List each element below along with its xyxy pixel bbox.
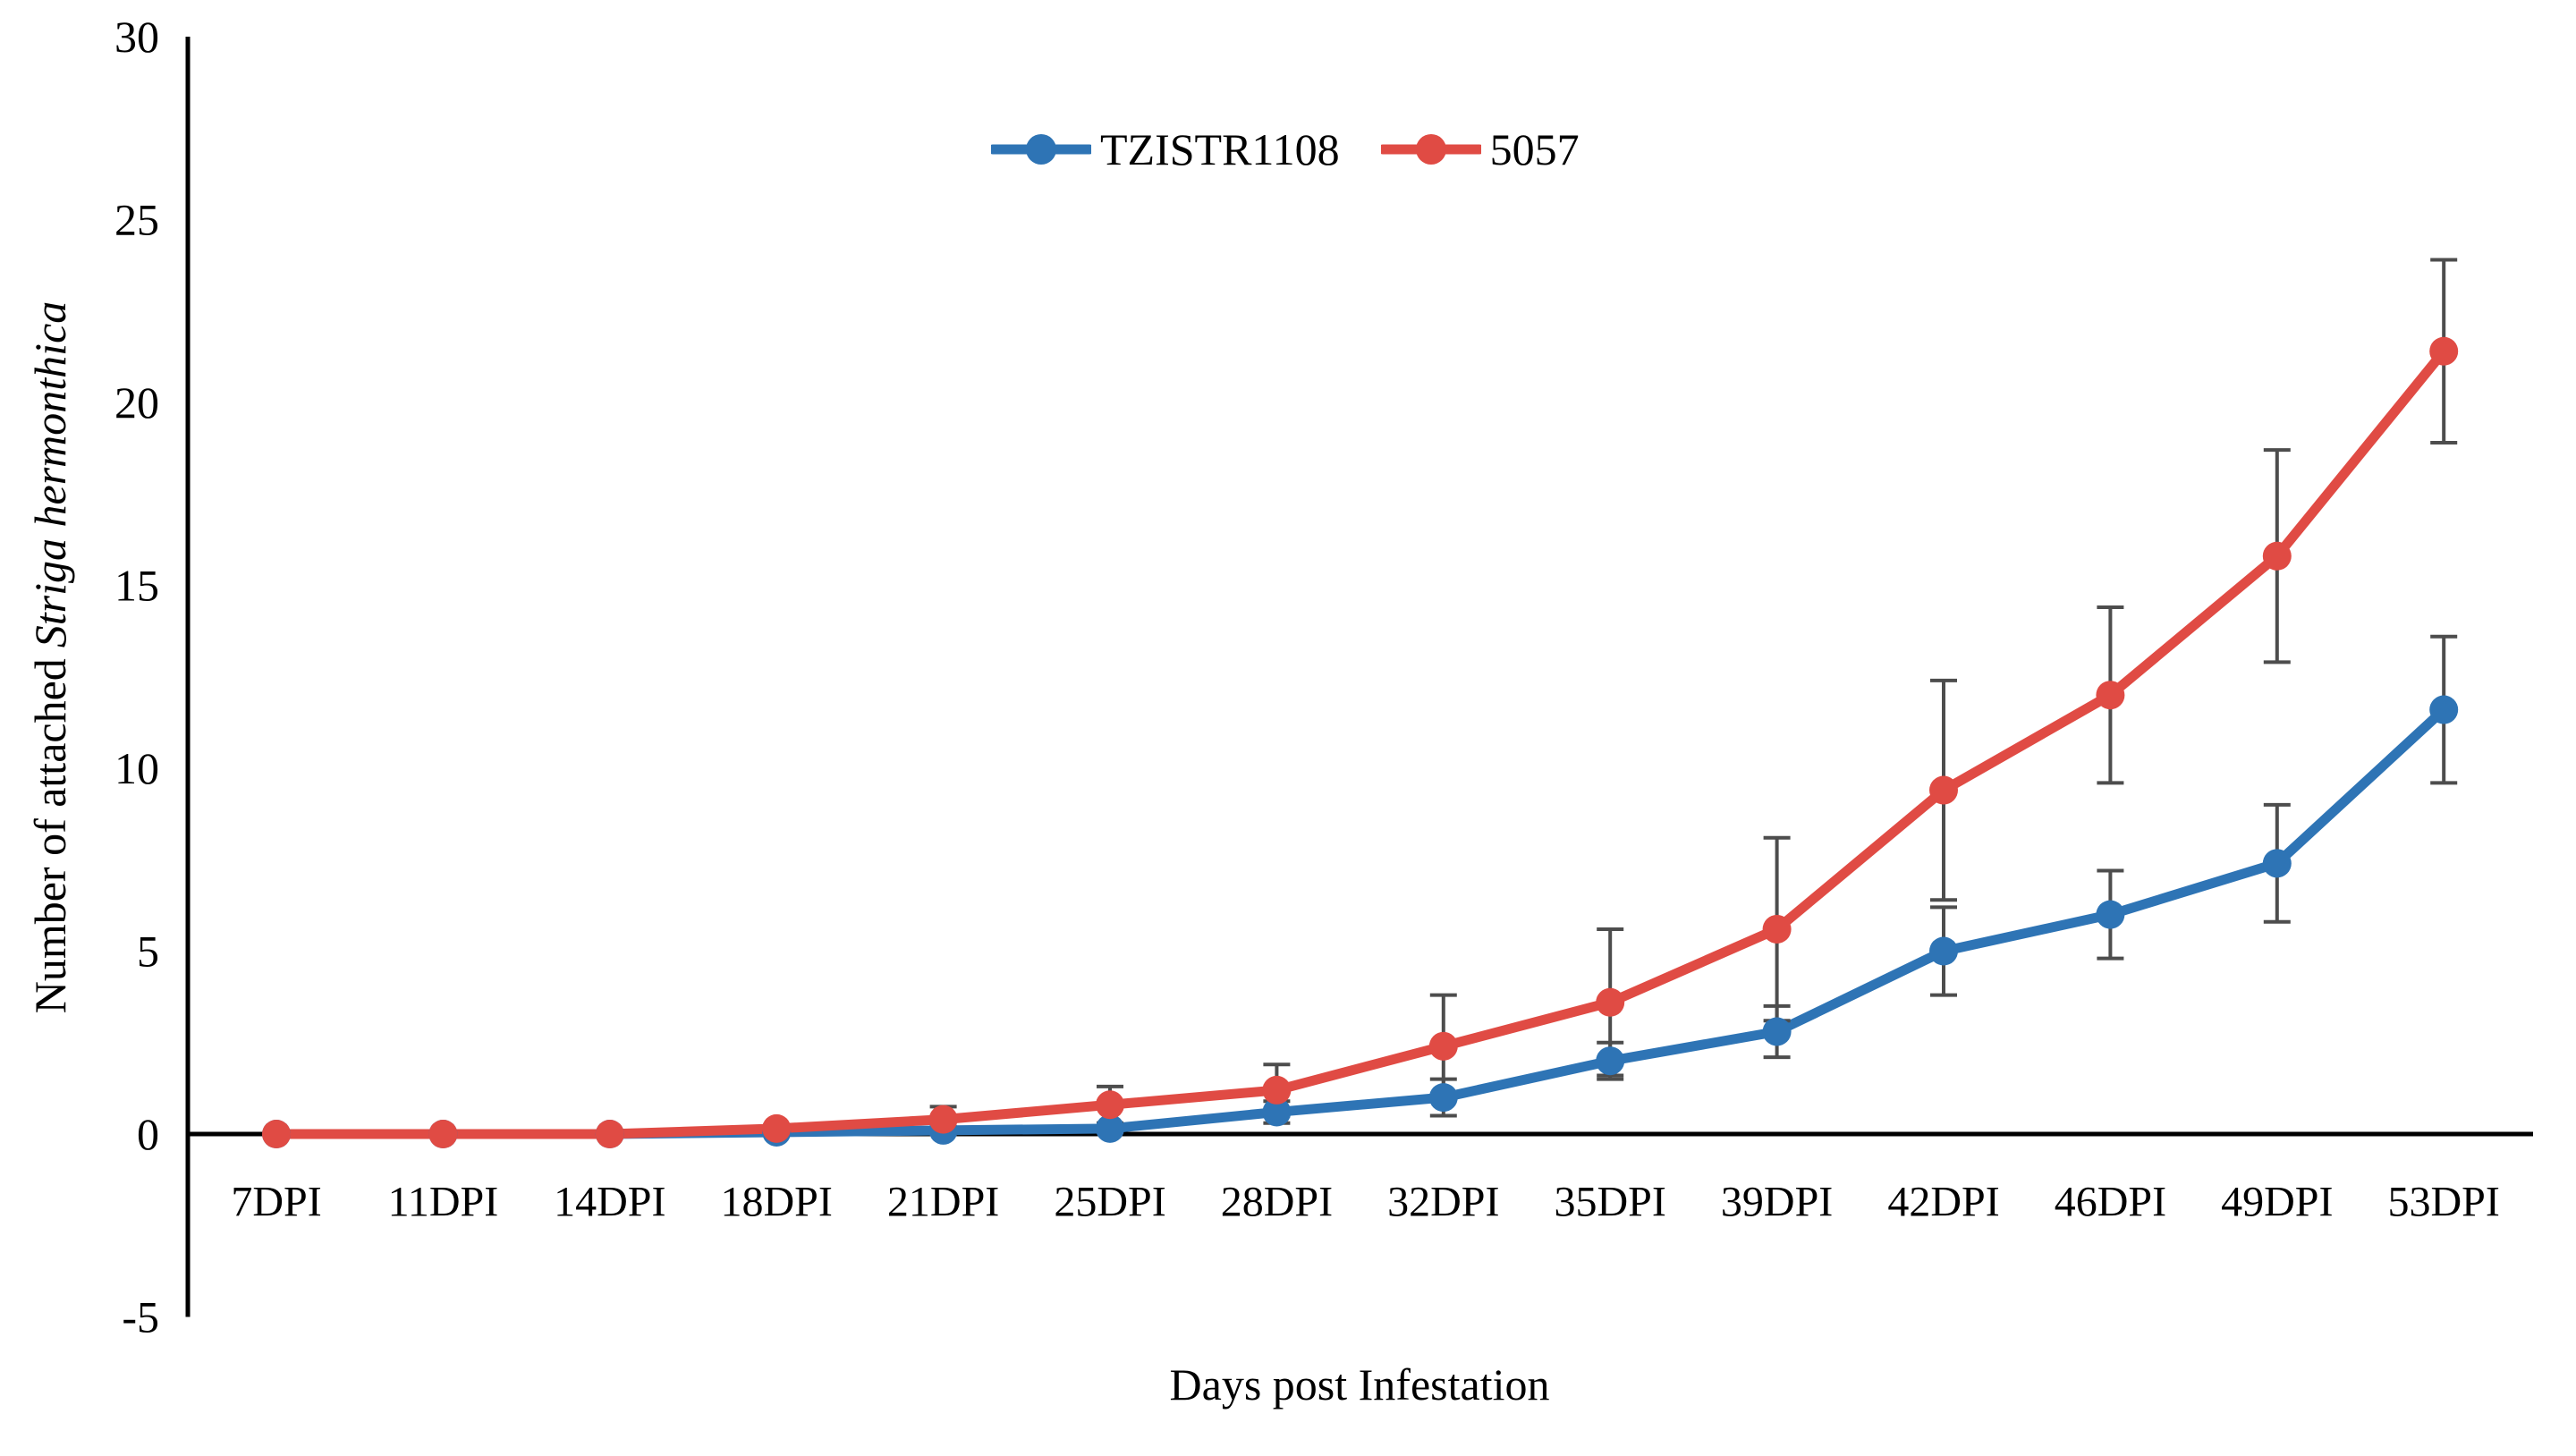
legend-label: TZISTR1108	[1100, 124, 1340, 174]
y-axis-title-italic: Striga hermonthica	[25, 301, 75, 648]
data-point-marker-TZISTR1108	[1596, 1046, 1625, 1076]
y-tick-label: 25	[114, 195, 159, 245]
data-point-marker-5057	[595, 1120, 624, 1148]
x-tick-label: 53DPI	[2388, 1179, 2500, 1226]
y-axis-title: Number of attached Striga hermonthica	[24, 301, 76, 1014]
y-tick-label: -5	[122, 1292, 159, 1342]
x-tick-label: 11DPI	[388, 1179, 499, 1226]
data-point-marker-TZISTR1108	[1929, 936, 1958, 966]
y-tick-label: 5	[137, 927, 159, 977]
data-point-marker-5057	[2096, 681, 2125, 710]
y-axis-title-regular: Number of attached	[25, 658, 75, 1014]
legend-line-marker-icon	[1380, 134, 1481, 165]
data-point-marker-5057	[1762, 914, 1792, 944]
data-point-marker-5057	[2262, 541, 2292, 571]
legend-item-tzistr1108: TZISTR1108	[991, 123, 1340, 175]
x-axis-title: Days post Infestation	[1169, 1359, 1550, 1409]
data-point-marker-TZISTR1108	[2262, 849, 2292, 878]
y-tick-label: 20	[114, 377, 159, 427]
series-line-5057	[271, 346, 2449, 1139]
legend: TZISTR1108 5057	[991, 123, 1580, 175]
legend-line-marker-icon	[991, 134, 1091, 165]
data-point-marker-5057	[2429, 336, 2459, 366]
x-tick-label: 42DPI	[1887, 1179, 1999, 1226]
data-point-marker-5057	[1262, 1075, 1292, 1105]
x-tick-label: 46DPI	[2055, 1179, 2166, 1226]
data-point-marker-TZISTR1108	[1428, 1083, 1458, 1113]
data-point-marker-TZISTR1108	[1096, 1113, 1124, 1143]
data-point-marker-5057	[1428, 1031, 1458, 1061]
data-point-marker-5057	[428, 1120, 458, 1148]
data-point-marker-TZISTR1108	[2096, 900, 2125, 929]
x-tick-label: 49DPI	[2221, 1179, 2333, 1226]
y-tick-label: 30	[114, 12, 159, 62]
data-point-marker-TZISTR1108	[1262, 1097, 1292, 1127]
x-tick-label: 25DPI	[1054, 1179, 1165, 1226]
x-tick-label: 21DPI	[887, 1179, 999, 1226]
data-point-marker-5057	[1096, 1090, 1124, 1120]
data-point-marker-5057	[1596, 987, 1625, 1017]
legend-item-5057: 5057	[1380, 123, 1580, 175]
data-point-marker-5057	[762, 1113, 792, 1143]
x-tick-label: 35DPI	[1555, 1179, 1666, 1226]
data-point-marker-5057	[262, 1120, 291, 1148]
y-tick-label: 0	[137, 1109, 159, 1159]
data-point-marker-TZISTR1108	[2429, 695, 2459, 724]
data-point-marker-5057	[1929, 775, 1958, 805]
x-tick-label: 7DPI	[231, 1179, 321, 1226]
x-tick-label: 28DPI	[1221, 1179, 1333, 1226]
y-tick-label: 15	[114, 561, 159, 611]
x-tick-label: 39DPI	[1721, 1179, 1833, 1226]
y-tick-label: 10	[114, 743, 159, 793]
legend-label: 5057	[1489, 124, 1580, 174]
x-tick-label: 18DPI	[721, 1179, 833, 1226]
x-tick-label: 32DPI	[1387, 1179, 1499, 1226]
x-tick-label: 14DPI	[554, 1179, 665, 1226]
data-point-marker-5057	[928, 1105, 958, 1134]
data-point-marker-TZISTR1108	[1762, 1017, 1792, 1046]
